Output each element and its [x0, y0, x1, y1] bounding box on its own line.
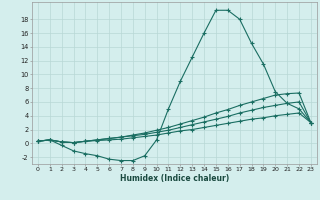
X-axis label: Humidex (Indice chaleur): Humidex (Indice chaleur) — [120, 174, 229, 183]
